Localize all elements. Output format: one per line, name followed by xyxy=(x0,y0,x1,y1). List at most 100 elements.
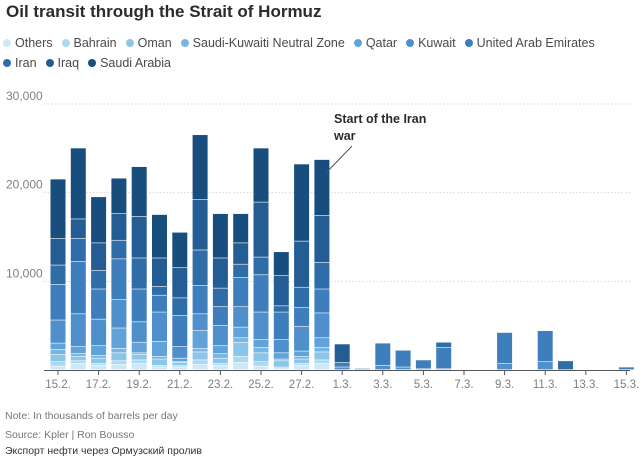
bar-segment-others xyxy=(314,363,330,370)
bar-segment-united-arab-emirates xyxy=(497,332,513,364)
legend-label: Saudi-Kuwaiti Neutral Zone xyxy=(192,36,345,50)
legend-item-kuwait: Kuwait xyxy=(406,36,456,50)
bar-segment-united-arab-emirates xyxy=(91,289,107,319)
bar-segment-saudi-kuwaiti-neutral-zone xyxy=(314,347,330,352)
legend-label: Saudi Arabia xyxy=(100,56,171,70)
bar-segment-oman xyxy=(50,354,66,362)
bar-segment-saudi-arabia xyxy=(314,159,330,216)
bar-segment-others xyxy=(253,366,269,370)
bar-segment-kuwait xyxy=(152,312,167,342)
x-tick-label: 11.3. xyxy=(533,379,558,391)
bar-segment-oman xyxy=(70,356,86,361)
bar-segment-iraq xyxy=(314,215,330,263)
bar-segment-kuwait xyxy=(70,314,86,347)
bar-segment-kuwait xyxy=(395,367,411,370)
legend-swatch xyxy=(353,39,362,47)
bar-segment-united-arab-emirates xyxy=(618,367,634,370)
bar-segment-others xyxy=(192,364,208,370)
bar-segment-saudi-arabia xyxy=(50,179,66,239)
bar-segment-kuwait xyxy=(497,363,513,370)
bar-segment-qatar xyxy=(212,346,228,354)
bar-segment-saudi-arabia xyxy=(152,214,167,258)
bar-segment-qatar xyxy=(253,339,269,348)
bar-segment-iraq xyxy=(253,202,269,257)
legend-label: United Arab Emirates xyxy=(476,36,595,50)
bar-segment-saudi-kuwaiti-neutral-zone xyxy=(50,349,66,355)
bar-segment-iran xyxy=(172,298,188,316)
legend-label: Iran xyxy=(15,56,37,70)
chart-legend: Others Bahrain Oman Saudi-Kuwaiti Neutral Z… xyxy=(3,36,637,70)
bar-segment-saudi-arabia xyxy=(70,148,86,219)
bar-segment-kuwait xyxy=(375,365,391,370)
bar-segment-iran xyxy=(273,306,289,312)
bar-segment-iran xyxy=(70,238,86,262)
bar-segment-united-arab-emirates xyxy=(253,275,269,312)
bar-segment-kuwait xyxy=(334,367,350,370)
bar-segment-kuwait xyxy=(91,319,107,346)
bar-segment-iraq xyxy=(273,276,289,306)
y-tick-label: 10,000 xyxy=(6,266,43,280)
bar-segment-qatar xyxy=(152,341,167,357)
bar-segment-iraq xyxy=(172,268,188,298)
bar-segment-qatar xyxy=(192,330,208,349)
bar-segment-saudi-arabia xyxy=(233,213,249,243)
legend-swatch xyxy=(406,39,415,47)
bar-segment-united-arab-emirates xyxy=(212,307,228,326)
chart-note: Note: In thousands of barrels per day xyxy=(5,410,178,422)
bar-segment-saudi-kuwaiti-neutral-zone xyxy=(111,348,127,353)
bar-segment-iraq xyxy=(111,213,127,240)
bar-segment-iran xyxy=(233,264,249,278)
bar-segment-saudi-kuwaiti-neutral-zone xyxy=(70,354,86,357)
bar-segment-saudi-kuwaiti-neutral-zone xyxy=(212,354,228,358)
bar-segment-iran xyxy=(91,270,107,289)
x-tick-label: 5.3. xyxy=(414,379,433,391)
legend-label: Oman xyxy=(137,36,172,50)
bar-segment-iran xyxy=(192,250,208,286)
bar-segment-iran xyxy=(152,286,167,295)
bar-segment-united-arab-emirates xyxy=(70,261,86,314)
bar-segment-oman xyxy=(212,358,228,364)
bar-segment-others xyxy=(294,365,310,370)
bar-segment-qatar xyxy=(131,342,147,353)
bar-segment-united-arab-emirates xyxy=(415,360,431,369)
y-tick-label: 30,000 xyxy=(6,89,43,103)
bar-segment-united-arab-emirates xyxy=(50,284,66,320)
bar-segment-iran xyxy=(314,262,330,289)
bar-segment-iraq xyxy=(334,344,350,363)
bar-segment-united-arab-emirates xyxy=(111,259,127,300)
legend-swatch xyxy=(45,59,54,67)
legend-item-iran: Iran xyxy=(3,56,37,70)
legend-swatch xyxy=(125,39,134,47)
bar-segment-iran xyxy=(212,288,228,307)
bar-segment-bahrain xyxy=(192,360,208,365)
bar-segment-others xyxy=(152,367,167,370)
bar-segment-others xyxy=(131,363,147,370)
bar-segment-others xyxy=(111,364,127,370)
bar-segment-saudi-arabia xyxy=(192,135,208,200)
bar-segment-saudi-arabia xyxy=(91,197,107,243)
bar-segment-oman xyxy=(192,352,208,360)
legend-label: Kuwait xyxy=(418,36,456,50)
bar-segment-united-arab-emirates xyxy=(273,312,289,340)
bar-segment-iraq xyxy=(50,238,66,265)
bar-segment-qatar xyxy=(314,338,330,348)
bar-segment-iraq xyxy=(91,243,107,271)
chart-title: Oil transit through the Strait of Hormuz xyxy=(6,2,322,21)
bar-segment-qatar xyxy=(50,343,66,350)
bar-segment-united-arab-emirates xyxy=(314,289,330,313)
x-tick-label: 9.3. xyxy=(495,379,514,391)
legend-swatch xyxy=(464,39,473,47)
bar-segment-saudi-arabia xyxy=(212,213,228,258)
bar-segment-kuwait xyxy=(233,307,249,327)
bar-segment-bahrain xyxy=(314,360,330,364)
bar-segment-others xyxy=(233,362,249,370)
bar-segment-qatar xyxy=(233,327,249,338)
bar-segment-saudi-kuwaiti-neutral-zone xyxy=(131,353,147,355)
legend-swatch xyxy=(3,39,11,47)
bar-segment-iraq xyxy=(294,241,310,287)
bar-segment-iran xyxy=(131,258,147,289)
x-tick-label: 25.2. xyxy=(248,379,274,391)
legend-swatch xyxy=(3,59,11,67)
bar-segment-others xyxy=(91,365,107,370)
legend-item-oman: Oman xyxy=(125,36,172,50)
